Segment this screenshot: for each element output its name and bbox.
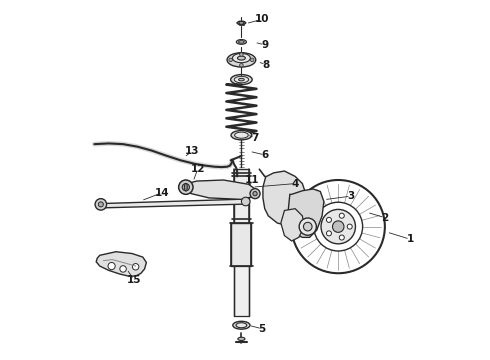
Polygon shape xyxy=(180,180,258,199)
Circle shape xyxy=(339,235,344,240)
Text: 5: 5 xyxy=(259,324,266,334)
Circle shape xyxy=(240,53,243,56)
Text: 8: 8 xyxy=(262,59,270,69)
Ellipse shape xyxy=(232,53,250,63)
Circle shape xyxy=(179,180,193,194)
Circle shape xyxy=(120,266,126,272)
Ellipse shape xyxy=(233,321,250,329)
Ellipse shape xyxy=(238,56,245,60)
Polygon shape xyxy=(281,209,304,241)
Circle shape xyxy=(326,231,331,236)
Circle shape xyxy=(182,184,190,191)
Text: 2: 2 xyxy=(381,213,389,222)
Ellipse shape xyxy=(231,75,252,85)
Text: 10: 10 xyxy=(255,14,269,24)
Polygon shape xyxy=(96,252,147,276)
Circle shape xyxy=(299,218,317,235)
Text: 11: 11 xyxy=(245,175,259,185)
Ellipse shape xyxy=(234,76,248,83)
Polygon shape xyxy=(98,199,248,208)
Polygon shape xyxy=(288,189,324,237)
Ellipse shape xyxy=(236,323,247,328)
Circle shape xyxy=(303,222,312,231)
Text: 7: 7 xyxy=(251,133,258,143)
Circle shape xyxy=(321,210,355,244)
Circle shape xyxy=(108,262,115,270)
Text: 3: 3 xyxy=(347,191,354,201)
Ellipse shape xyxy=(231,131,252,140)
Text: 14: 14 xyxy=(155,188,170,198)
Circle shape xyxy=(98,202,103,207)
Text: 4: 4 xyxy=(292,179,299,189)
Circle shape xyxy=(292,180,385,273)
Circle shape xyxy=(253,192,257,196)
Polygon shape xyxy=(263,171,306,225)
Ellipse shape xyxy=(238,337,245,341)
Polygon shape xyxy=(231,223,251,266)
Polygon shape xyxy=(234,169,249,223)
Ellipse shape xyxy=(236,40,246,44)
Text: 13: 13 xyxy=(185,146,199,156)
Ellipse shape xyxy=(184,183,187,191)
Circle shape xyxy=(242,197,250,206)
Circle shape xyxy=(339,213,344,218)
Circle shape xyxy=(250,189,260,199)
Text: 1: 1 xyxy=(406,234,414,244)
Ellipse shape xyxy=(238,21,245,25)
Circle shape xyxy=(132,264,139,270)
Ellipse shape xyxy=(235,132,248,138)
Circle shape xyxy=(95,199,107,210)
Circle shape xyxy=(250,58,254,62)
Circle shape xyxy=(347,224,352,229)
Circle shape xyxy=(326,217,331,222)
Circle shape xyxy=(333,221,344,232)
Ellipse shape xyxy=(227,53,256,67)
Circle shape xyxy=(229,58,232,62)
Text: 15: 15 xyxy=(126,275,141,285)
Circle shape xyxy=(314,202,363,251)
Text: 12: 12 xyxy=(191,164,205,174)
Text: 6: 6 xyxy=(261,150,269,160)
Ellipse shape xyxy=(239,41,245,43)
Text: 9: 9 xyxy=(261,40,269,50)
Ellipse shape xyxy=(239,78,245,81)
Circle shape xyxy=(240,63,243,67)
Polygon shape xyxy=(234,266,248,316)
